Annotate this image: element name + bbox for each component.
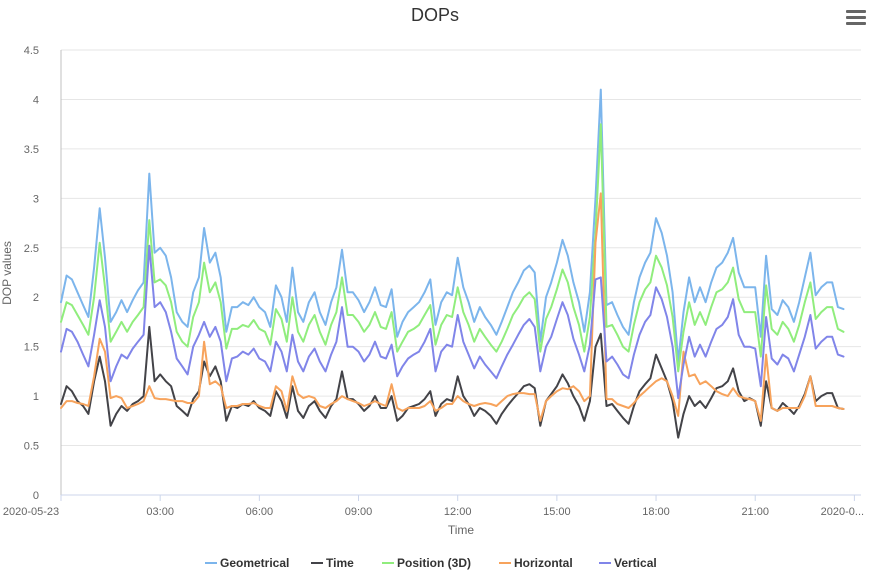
menu-bar <box>846 16 866 19</box>
y-tick-label: 2 <box>33 292 39 304</box>
x-tick-label: 09:00 <box>345 506 373 518</box>
series-line-horizontal[interactable] <box>60 192 845 422</box>
series-line-geometrical[interactable] <box>60 88 845 363</box>
legend-item[interactable]: Time <box>311 556 354 570</box>
y-tick-label: 1 <box>33 391 39 403</box>
grid-lines <box>60 49 861 496</box>
x-tick-label: 18:00 <box>642 506 670 518</box>
legend-label: Time <box>326 556 354 570</box>
y-tick-label: 4 <box>33 94 39 106</box>
x-axis-ticks: 2020-05-23 03:00 06:00 09:00 12:00 15:00 18:00… <box>3 495 864 518</box>
series-line-time[interactable] <box>60 325 845 439</box>
y-tick-label: 4.5 <box>24 45 39 57</box>
chart-title: DOPs <box>411 5 459 25</box>
y-tick-label: 3 <box>33 193 39 205</box>
y-tick-label: 0 <box>33 490 39 502</box>
legend-item[interactable]: Position (3D) <box>382 556 471 570</box>
x-tick-label: 03:00 <box>146 506 174 518</box>
legend-label: Geometrical <box>220 556 289 570</box>
x-tick-label: 15:00 <box>543 506 571 518</box>
x-tick-label: 2020-0... <box>821 506 864 518</box>
legend-item[interactable]: Horizontal <box>499 556 573 570</box>
series-lines <box>60 88 845 439</box>
y-tick-label: 3.5 <box>24 144 39 156</box>
legend-label: Vertical <box>614 556 657 570</box>
x-axis-title: Time <box>448 523 475 537</box>
legend: Geometrical Time Position (3D) Horizontal Ve… <box>205 556 657 570</box>
legend-item[interactable]: Geometrical <box>205 556 289 570</box>
x-tick-label: 12:00 <box>444 506 472 518</box>
legend-item[interactable]: Vertical <box>599 556 657 570</box>
menu-bar <box>846 22 866 25</box>
series-line-vertical[interactable] <box>60 244 845 400</box>
x-tick-label: 21:00 <box>741 506 769 518</box>
series-line-position-3d[interactable] <box>60 123 845 373</box>
x-tick-label: 06:00 <box>246 506 274 518</box>
legend-label: Horizontal <box>514 556 573 570</box>
y-axis-title: DOP values <box>0 241 14 305</box>
hamburger-menu-icon[interactable] <box>846 10 866 28</box>
y-axis-ticks: 0 0.5 1 1.5 2 2.5 3 3.5 4 4.5 <box>24 45 39 502</box>
legend-label: Position (3D) <box>397 556 471 570</box>
y-tick-label: 2.5 <box>24 243 39 255</box>
y-tick-label: 1.5 <box>24 342 39 354</box>
menu-bar <box>846 10 866 13</box>
x-tick-label: 2020-05-23 <box>3 506 59 518</box>
y-tick-label: 0.5 <box>24 441 39 453</box>
